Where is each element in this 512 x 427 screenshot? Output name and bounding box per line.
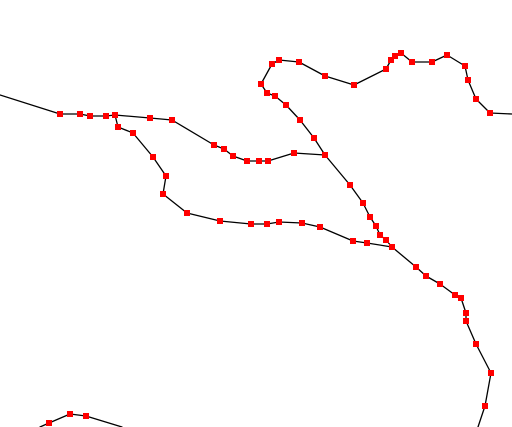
vertex-marker[interactable] xyxy=(322,152,328,158)
vertex-marker[interactable] xyxy=(299,220,305,226)
vertex-marker[interactable] xyxy=(150,154,156,160)
vertex-marker[interactable] xyxy=(437,281,443,287)
vertex-marker[interactable] xyxy=(350,238,356,244)
vertex-marker[interactable] xyxy=(389,244,395,250)
vertex-marker[interactable] xyxy=(429,59,435,65)
vertex-marker[interactable] xyxy=(169,117,175,123)
vertex-marker[interactable] xyxy=(57,111,63,117)
vertex-marker[interactable] xyxy=(373,223,379,229)
vertex-marker[interactable] xyxy=(264,221,270,227)
vertex-marker[interactable] xyxy=(230,153,236,159)
vertex-marker[interactable] xyxy=(283,102,289,108)
polyline-south-loop xyxy=(114,114,393,248)
polyline-southwest-fragment xyxy=(39,413,123,427)
vertex-marker[interactable] xyxy=(184,210,190,216)
vertex-marker[interactable] xyxy=(311,135,317,141)
vertex-marker[interactable] xyxy=(398,50,404,56)
vertex-marker[interactable] xyxy=(482,403,488,409)
vertex-marker[interactable] xyxy=(462,63,468,69)
vertex-marker[interactable] xyxy=(360,200,366,206)
vertex-marker[interactable] xyxy=(367,214,373,220)
vertex-marker[interactable] xyxy=(221,146,227,152)
vertex-marker[interactable] xyxy=(297,117,303,123)
vertex-marker[interactable] xyxy=(160,191,166,197)
vertex-marker[interactable] xyxy=(112,112,118,118)
vertex-marker[interactable] xyxy=(130,130,136,136)
vertex-marker[interactable] xyxy=(265,158,271,164)
vertex-marker[interactable] xyxy=(452,292,458,298)
vertex-marker[interactable] xyxy=(392,53,398,59)
vertex-marker[interactable] xyxy=(322,73,328,79)
polyline-vertices xyxy=(46,50,494,426)
vertex-marker[interactable] xyxy=(77,111,83,117)
vertex-marker[interactable] xyxy=(264,90,270,96)
vertex-marker[interactable] xyxy=(269,61,275,67)
vertex-marker[interactable] xyxy=(473,96,479,102)
vertex-marker[interactable] xyxy=(383,237,389,243)
vertex-marker[interactable] xyxy=(103,113,109,119)
vertex-marker[interactable] xyxy=(147,115,153,121)
vertex-marker[interactable] xyxy=(423,273,429,279)
vertex-marker[interactable] xyxy=(258,81,264,87)
vertex-marker[interactable] xyxy=(276,57,282,63)
vertex-marker[interactable] xyxy=(487,110,493,116)
vertex-marker[interactable] xyxy=(444,52,450,58)
vertex-marker[interactable] xyxy=(87,113,93,119)
vertex-marker[interactable] xyxy=(276,219,282,225)
vertex-marker[interactable] xyxy=(383,66,389,72)
polyline-east-descent xyxy=(324,154,492,427)
vertex-marker[interactable] xyxy=(163,173,169,179)
vertex-marker[interactable] xyxy=(377,232,383,238)
vertex-marker[interactable] xyxy=(272,93,278,99)
vertex-marker[interactable] xyxy=(217,218,223,224)
vertex-marker[interactable] xyxy=(388,57,394,63)
vertex-marker[interactable] xyxy=(409,59,415,65)
vertex-marker[interactable] xyxy=(347,182,353,188)
vertex-marker[interactable] xyxy=(256,158,262,164)
vertex-marker[interactable] xyxy=(211,142,217,148)
vertex-marker[interactable] xyxy=(364,240,370,246)
vertex-marker[interactable] xyxy=(465,77,471,83)
vertex-marker[interactable] xyxy=(463,318,469,324)
vertex-marker[interactable] xyxy=(351,82,357,88)
vertex-marker[interactable] xyxy=(83,413,89,419)
vertex-marker[interactable] xyxy=(473,341,479,347)
vertex-marker[interactable] xyxy=(463,310,469,316)
vertex-marker[interactable] xyxy=(488,370,494,376)
vertex-marker[interactable] xyxy=(46,420,52,426)
vertex-marker[interactable] xyxy=(291,150,297,156)
vertex-marker[interactable] xyxy=(244,158,250,164)
vertex-marker[interactable] xyxy=(67,411,73,417)
vertex-marker[interactable] xyxy=(115,124,121,130)
vertex-marker[interactable] xyxy=(296,59,302,65)
vertex-marker[interactable] xyxy=(458,295,464,301)
polyline-west-main xyxy=(0,94,326,162)
vertex-marker[interactable] xyxy=(248,221,254,227)
vertex-marker[interactable] xyxy=(413,264,419,270)
polyline-edges xyxy=(0,52,512,427)
vertex-marker[interactable] xyxy=(317,224,323,230)
